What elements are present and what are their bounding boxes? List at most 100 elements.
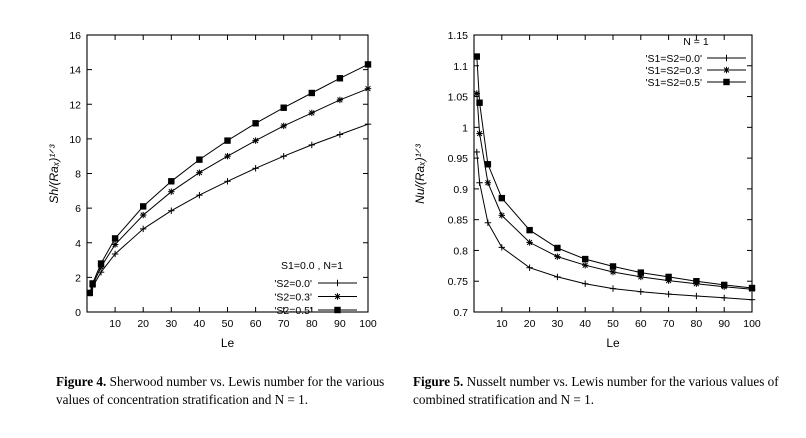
- x-tick-label: 30: [552, 318, 564, 330]
- data-point: [168, 207, 175, 214]
- data-point: [364, 61, 372, 68]
- y-tick-label: 4: [75, 238, 81, 250]
- data-point: [364, 85, 372, 92]
- data-point: [721, 281, 728, 289]
- data-point: [364, 120, 372, 128]
- data-point: [224, 178, 231, 185]
- data-point: [140, 211, 147, 219]
- data-point: [308, 141, 315, 149]
- chart-sherwood: 10 20 30 40 50 60 70 80 90 100 0 2 4 6 8 10 12 14 16 Le Sh/(…: [47, 30, 377, 350]
- data-point: [196, 156, 203, 163]
- data-point: [111, 235, 119, 242]
- figure-4-label: Figure 4.: [56, 374, 107, 389]
- y-tick-label: 0.9: [453, 184, 468, 196]
- data-point: [526, 239, 533, 246]
- data-point: [168, 188, 175, 195]
- data-point: [252, 120, 259, 127]
- legend-label: 'S1=S2=0.5': [645, 77, 702, 89]
- data-point: [140, 225, 147, 233]
- legend-marker: [334, 306, 341, 314]
- data-point: [196, 169, 203, 176]
- legend-marker: [723, 54, 730, 62]
- x-tick-label: 100: [359, 318, 377, 330]
- data-point: [693, 278, 700, 285]
- data-point: [476, 130, 483, 137]
- x-tick-label: 60: [250, 318, 262, 330]
- data-point: [476, 99, 483, 106]
- figures-canvas: 10 20 30 40 50 60 70 80 90 100 0 2 4 6 8 10 12 14 16 Le Sh/(…: [47, 30, 761, 350]
- x-tick-label: 90: [334, 318, 346, 330]
- data-point: [111, 241, 119, 248]
- data-point: [252, 137, 259, 144]
- data-point: [526, 264, 533, 271]
- y-tick-label: 8: [75, 169, 81, 181]
- data-point: [473, 148, 480, 156]
- y-tick-label: 2: [75, 272, 81, 284]
- data-point: [336, 75, 344, 82]
- data-point: [582, 255, 589, 263]
- data-point: [484, 219, 492, 226]
- x-tick-label: 50: [607, 318, 619, 330]
- y-tick-label: 14: [69, 65, 81, 77]
- chart-nusselt: 10 20 30 40 50 60 70 80 90 100 0.7 0.75 0.8 0.85 0.9 0.…: [413, 30, 761, 350]
- data-point: [609, 263, 617, 270]
- x-axis-label: Le: [221, 336, 235, 350]
- x-axis-label: Le: [606, 336, 620, 350]
- data-point: [721, 294, 728, 302]
- legend-title: S1=0.0 , N=1: [281, 260, 343, 272]
- data-point: [609, 268, 617, 276]
- y-tick-label: 0.95: [448, 153, 469, 165]
- data-point: [665, 273, 672, 281]
- legend-label: 'S1=S2=0.0': [645, 53, 702, 65]
- y-tick-label: 16: [69, 30, 81, 42]
- data-point: [196, 191, 203, 199]
- data-point: [498, 194, 505, 202]
- data-point: [111, 250, 119, 258]
- series-line-3: [476, 56, 753, 289]
- data-point: [748, 296, 756, 303]
- y-axis-label: Nu/(Raₓ)¹ᐟ³: [413, 143, 427, 204]
- x-tick-label: 10: [496, 318, 508, 330]
- y-tick-label: 1.05: [448, 92, 469, 104]
- data-point: [280, 104, 287, 111]
- legend-marker: [723, 78, 730, 86]
- data-point: [637, 288, 644, 295]
- x-tick-label: 40: [194, 318, 206, 330]
- y-tick-label: 0.75: [448, 276, 469, 288]
- data-point: [748, 284, 756, 292]
- x-tick-label: 90: [718, 318, 730, 330]
- data-point: [336, 131, 344, 138]
- data-point: [484, 179, 492, 186]
- legend-marker: [334, 279, 341, 287]
- figure-4-text: Sherwood number vs. Lewis number for the…: [56, 374, 385, 407]
- data-point: [280, 152, 287, 160]
- data-point: [582, 280, 589, 287]
- data-point: [168, 178, 175, 185]
- legend-label: 'S1=S2=0.3': [645, 65, 702, 77]
- x-tick-label: 80: [306, 318, 318, 330]
- legend-marker: [334, 293, 341, 300]
- legend-label: 'S2=0.0': [274, 278, 312, 290]
- y-tick-label: 1.15: [448, 30, 469, 42]
- x-tick-label: 50: [222, 318, 234, 330]
- data-point: [476, 179, 483, 186]
- data-point: [554, 244, 561, 252]
- y-tick-label: 6: [75, 203, 81, 215]
- data-point: [308, 109, 315, 117]
- x-tick-label: 70: [278, 318, 290, 330]
- y-tick-label: 1.1: [453, 61, 468, 73]
- figure-5-label: Figure 5.: [413, 374, 464, 389]
- legend-label: 'S2=0.5': [274, 305, 312, 317]
- y-tick-label: 1: [462, 122, 468, 134]
- legend-marker: [723, 66, 730, 74]
- data-point: [693, 292, 700, 300]
- data-point: [336, 96, 344, 104]
- x-tick-label: 10: [109, 318, 121, 330]
- x-tick-label: 40: [579, 318, 591, 330]
- figure-5-caption: Figure 5. Nusselt number vs. Lewis numbe…: [413, 373, 783, 409]
- data-point: [637, 269, 644, 276]
- y-tick-label: 0: [75, 307, 81, 319]
- data-point: [498, 212, 505, 219]
- data-point: [224, 137, 231, 144]
- data-point: [140, 203, 147, 210]
